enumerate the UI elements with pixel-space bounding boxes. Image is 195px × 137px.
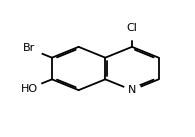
- Text: HO: HO: [21, 84, 38, 94]
- Text: Br: Br: [23, 43, 35, 53]
- Text: Cl: Cl: [127, 23, 137, 33]
- Text: N: N: [128, 85, 136, 95]
